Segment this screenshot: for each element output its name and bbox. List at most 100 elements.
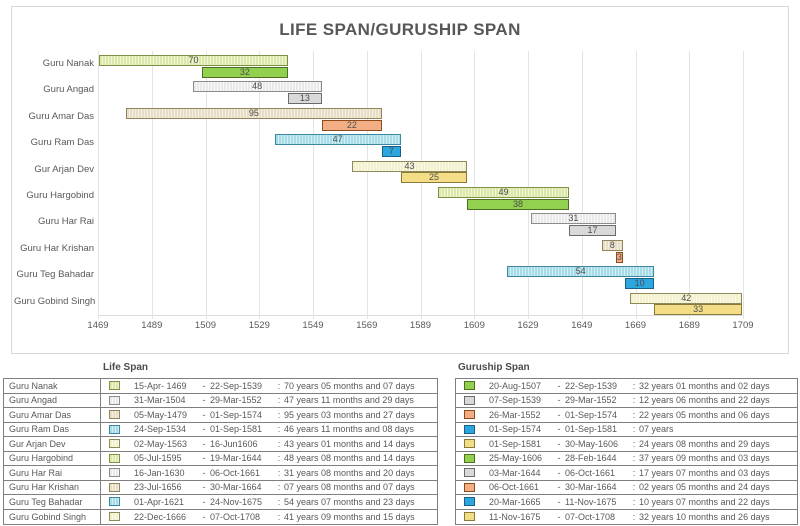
duration-separator: : (277, 482, 281, 493)
life-color-swatch (109, 482, 120, 492)
duration-separator: : (277, 409, 281, 420)
life-color-swatch (109, 512, 120, 522)
guruship-color-swatch (464, 468, 475, 478)
guruship-bar-gur-arjan-dev: 25 (400, 172, 468, 184)
bar-value-label: 42 (681, 292, 692, 303)
gridline-1569 (366, 51, 368, 319)
bar-value-label: 33 (693, 304, 704, 315)
guru-name-cell: Gur Arjan Dev (4, 437, 101, 451)
end-date: 06-Oct-1661 (565, 467, 616, 478)
table-row: 03-Mar-1644 -06-Oct-1661:17 years 07 mont… (456, 466, 797, 481)
bar-value-label: 95 (248, 107, 259, 118)
x-axis-label-1649: 1649 (571, 320, 593, 331)
start-date: 16-Jan-1630 (134, 467, 185, 478)
bar-value-label: 3 (616, 251, 622, 262)
gridline-1669 (635, 51, 637, 319)
duration-separator: : (632, 395, 636, 406)
bar-value-label: 32 (239, 66, 250, 77)
end-date: 19-Mar-1644 (210, 453, 262, 464)
table-row: Guru Angad 31-Mar-1504 -29-Mar-1552:47 yea… (4, 393, 437, 408)
date-separator: - (557, 438, 561, 449)
bar-value-label: 54 (575, 266, 586, 277)
table-row: 11-Nov-1675 -07-Oct-1708:32 years 10 mont… (456, 510, 797, 525)
duration-text: 43 years 01 months and 14 days (284, 438, 415, 449)
bar-value-label: 22 (346, 119, 357, 130)
start-date: 01-Apr-1621 (134, 496, 185, 507)
life-bar-gur-arjan-dev: 43 (351, 160, 468, 172)
table-row: Gur Arjan Dev 02-May-1563 -16-Jun1606:43 y… (4, 437, 437, 452)
start-date: 05-May-1479 (134, 409, 188, 420)
guruship-bar-guru-gobind-singh: 33 (653, 304, 743, 316)
life-span-table-header: Life Span (103, 362, 149, 373)
table-row: Guru Ram Das 24-Sep-1534 -01-Sep-1581:46 y… (4, 422, 437, 437)
duration-text: 54 years 07 months and 23 days (284, 496, 415, 507)
duration-text: 70 years 05 months and 07 days (284, 380, 415, 391)
duration-separator: : (277, 395, 281, 406)
life-bar-guru-teg-bahadar: 54 (507, 266, 655, 278)
duration-text: 46 years 11 months and 08 days (284, 424, 414, 435)
gridline-1629 (528, 51, 529, 319)
table-row: 20-Aug-1507 -22-Sep-1539:32 years 01 mont… (456, 379, 797, 394)
guru-name-cell: Guru Amar Das (4, 408, 101, 422)
start-date: 05-Jul-1595 (134, 453, 182, 464)
category-label-guru-teg-bahadar: Guru Teg Bahadar (16, 269, 94, 281)
gridline-1549 (313, 51, 314, 319)
life-bar-guru-har-krishan: 8 (602, 239, 623, 251)
duration-separator: : (277, 453, 281, 464)
life-color-swatch (109, 453, 120, 463)
x-axis-label-1689: 1689 (678, 320, 700, 331)
guruship-color-swatch (464, 381, 475, 391)
table-row: 01-Sep-1581 -30-May-1606:24 years 08 mont… (456, 437, 797, 452)
duration-separator: : (632, 424, 636, 435)
category-label-guru-ram-das: Guru Ram Das (30, 137, 94, 149)
date-separator: - (202, 511, 206, 522)
table-row: 01-Sep-1574 -01-Sep-1581:07 years (456, 423, 797, 437)
end-date: 01-Sep-1581 (210, 424, 263, 435)
duration-separator: : (277, 467, 281, 478)
life-color-swatch (109, 468, 120, 478)
date-separator: - (557, 467, 561, 478)
gridline-1709 (743, 51, 744, 319)
guruship-bar-guru-nanak: 32 (201, 66, 288, 78)
category-label-guru-har-rai: Guru Har Rai (38, 216, 94, 228)
guruship-bar-guru-angad: 13 (288, 93, 322, 105)
date-separator: - (557, 453, 561, 464)
start-date: 26-Mar-1552 (489, 409, 541, 420)
x-axis-label-1549: 1549 (302, 320, 324, 331)
bar-value-label: 49 (498, 187, 509, 197)
bar-value-label: 38 (513, 198, 524, 209)
end-date: 07-Oct-1708 (210, 511, 261, 522)
end-date: 30-Mar-1664 (210, 482, 262, 493)
start-date: 01-Sep-1574 (489, 424, 542, 435)
duration-separator: : (277, 380, 281, 391)
x-axis-label-1609: 1609 (463, 320, 485, 331)
date-separator: - (202, 380, 206, 391)
start-date: 06-Oct-1661 (489, 482, 540, 493)
x-axis-label-1589: 1589 (409, 320, 432, 331)
duration-text: 02 years 05 months and 24 days (639, 482, 770, 493)
duration-text: 12 years 06 months and 22 days (639, 395, 770, 406)
guruship-color-swatch (464, 482, 475, 492)
duration-separator: : (632, 482, 636, 493)
duration-text: 24 years 08 months and 29 days (639, 438, 770, 449)
duration-text: 37 years 09 months and 03 days (639, 453, 770, 464)
guruship-span-table-header: Guruship Span (458, 362, 530, 373)
guruship-bar-guru-har-krishan: 3 (616, 251, 623, 263)
duration-separator: : (632, 511, 636, 522)
table-row: Guru Har Krishan 23-Jul-1656 -30-Mar-1664:… (4, 480, 437, 495)
life-bar-guru-har-rai: 31 (530, 213, 616, 225)
table-row: Guru Gobind Singh 22-Dec-1666 -07-Oct-1708… (4, 509, 437, 524)
end-date: 24-Nov-1675 (210, 496, 263, 507)
chart-title: LIFE SPAN/GURUSHIP SPAN (279, 20, 521, 39)
category-label-guru-gobind-singh: Guru Gobind Singh (14, 295, 96, 307)
start-date: 03-Mar-1644 (489, 467, 541, 478)
start-date: 20-Aug-1507 (489, 380, 542, 391)
duration-text: 32 years 10 months and 26 days (639, 511, 770, 522)
bar-value-label: 70 (188, 55, 199, 65)
gridline-1489 (151, 51, 153, 319)
x-axis-label-1529: 1529 (248, 320, 270, 331)
table-row: 25-May-1606 -28-Feb-1644:37 years 09 mont… (456, 452, 797, 466)
guruship-bar-guru-hargobind: 38 (467, 198, 569, 210)
bar-value-label: 25 (429, 172, 440, 183)
start-date: 02-May-1563 (134, 438, 188, 449)
